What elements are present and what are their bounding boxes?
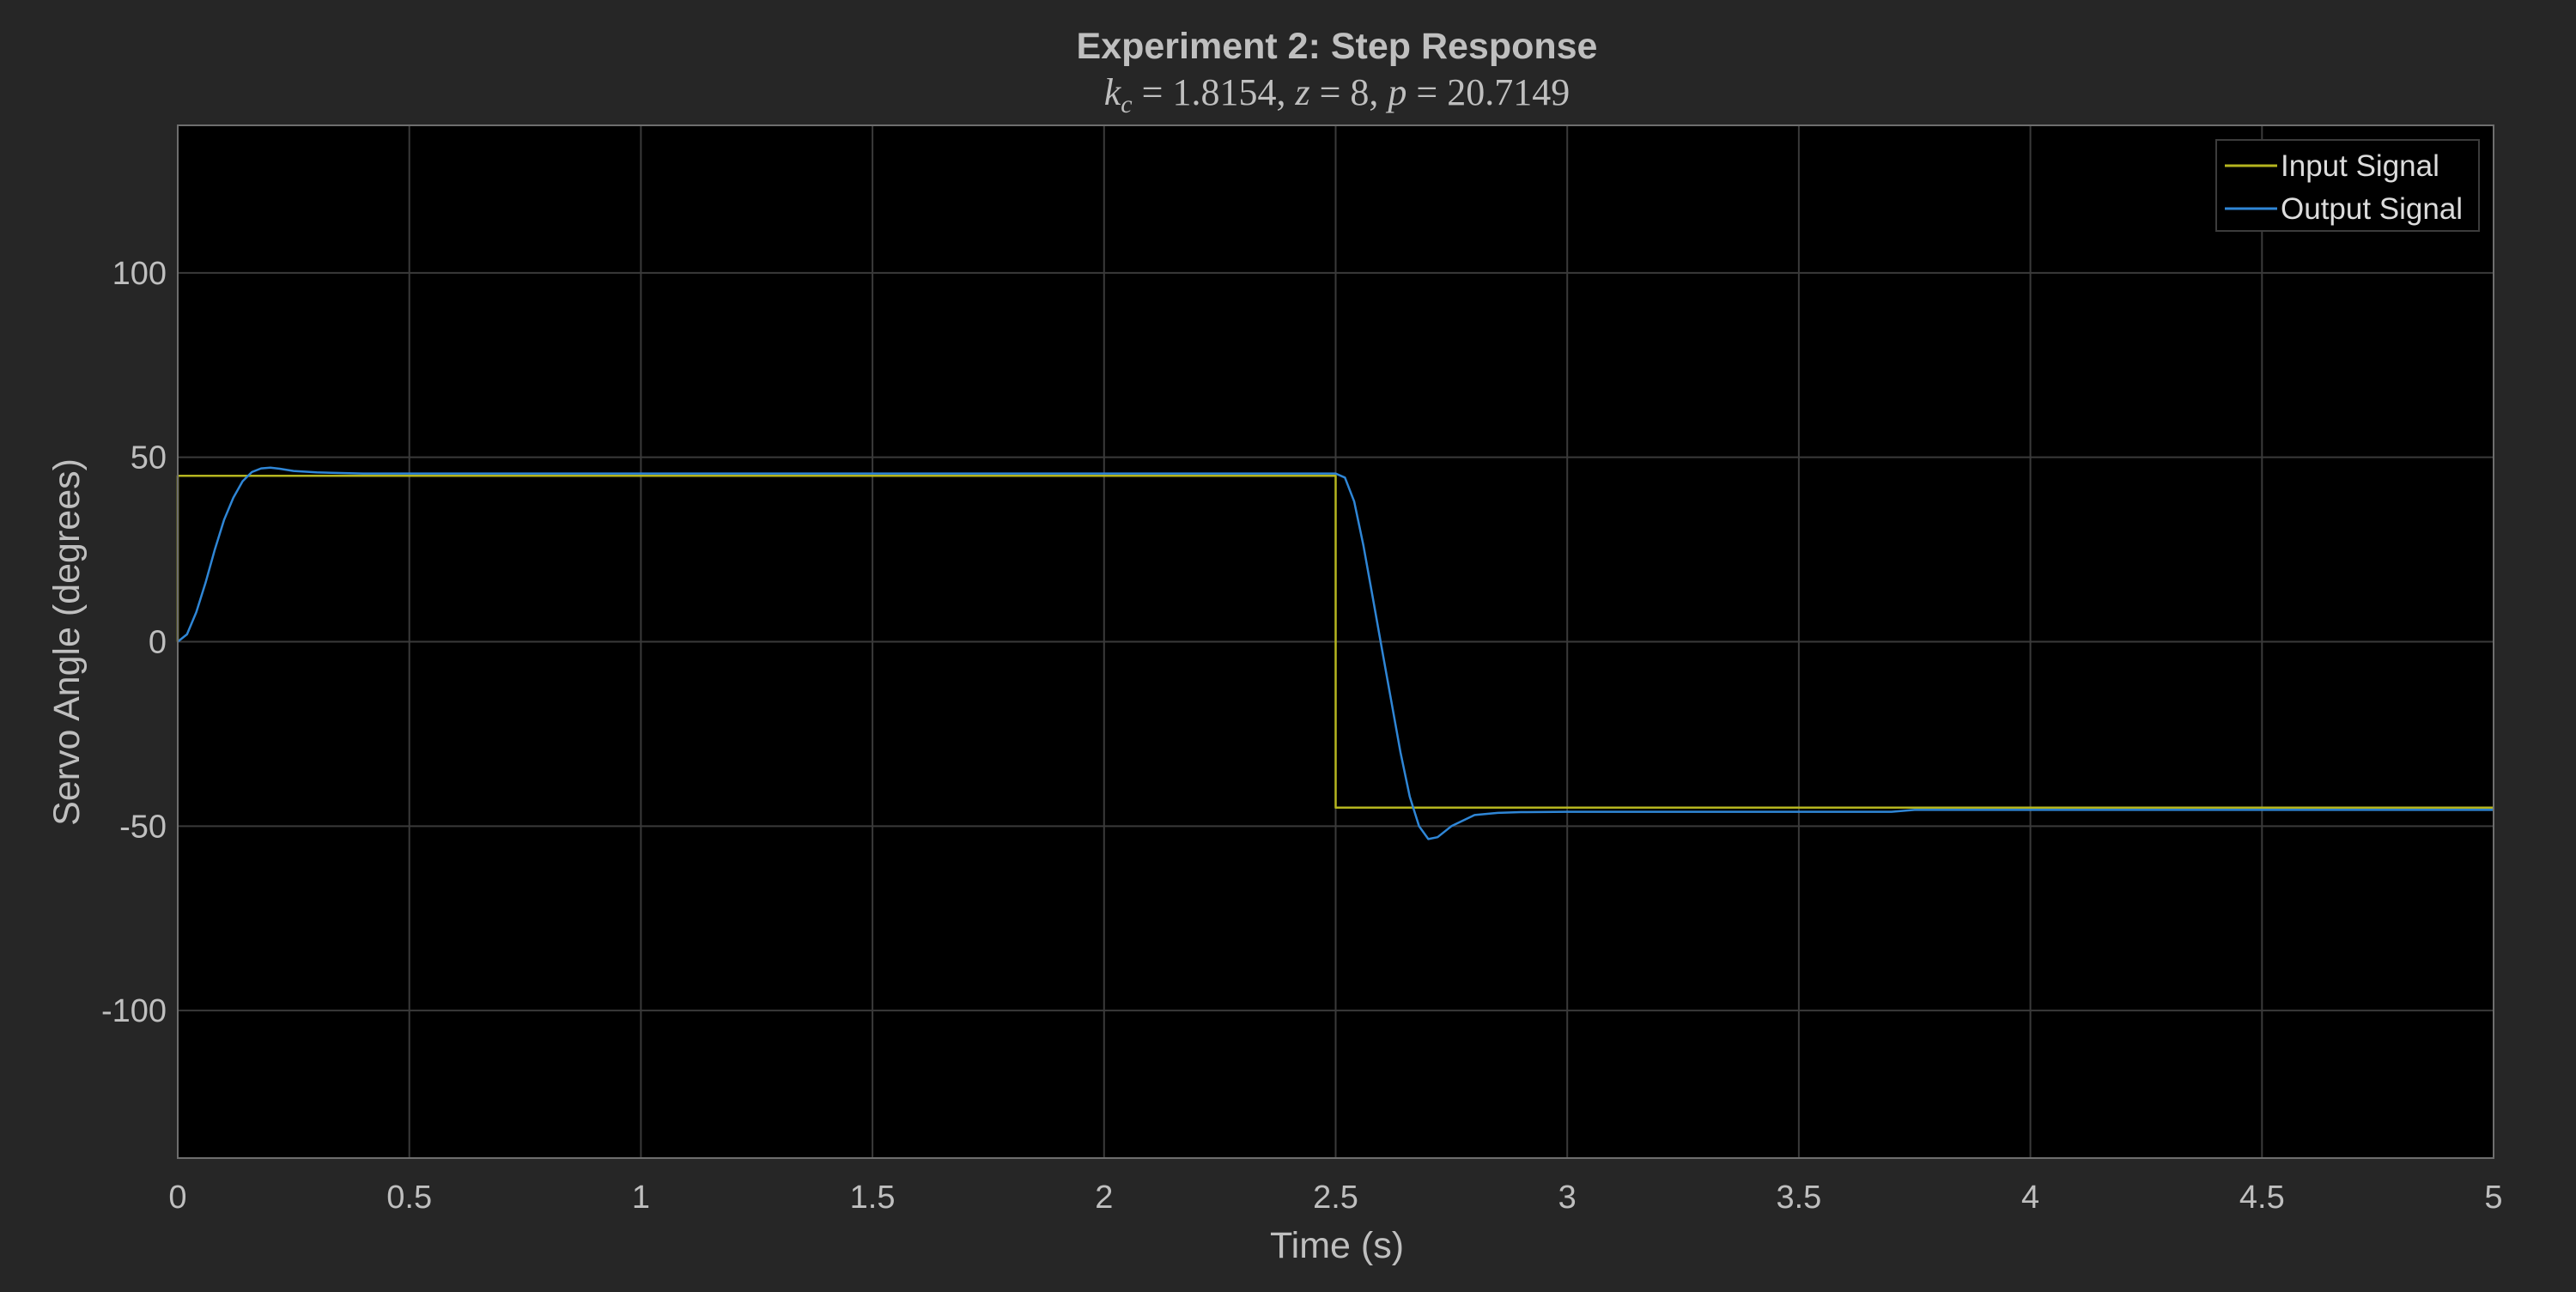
y-tick-label: 50 (131, 440, 167, 476)
x-tick-label: 3.5 (1776, 1180, 1821, 1216)
x-tick-label: 2.5 (1313, 1180, 1358, 1216)
x-tick-label: 2 (1095, 1180, 1113, 1216)
x-tick-label: 5 (2484, 1180, 2502, 1216)
series-line-output-signal (177, 466, 2494, 840)
chart-subtitle: kc = 1.8154, z = 8, p = 20.7149 (1104, 71, 1570, 118)
y-tick-label: 0 (149, 625, 167, 661)
x-tick-label: 0.5 (386, 1180, 432, 1216)
legend-label-input-signal: Input Signal (2281, 149, 2439, 183)
subtitle-equals: = (1133, 71, 1173, 113)
x-tick-label: 1 (632, 1180, 650, 1216)
chart-title: Experiment 2: Step Response (1077, 26, 1598, 67)
x-tick-label: 1.5 (850, 1180, 896, 1216)
y-tick-label: -50 (119, 809, 167, 845)
y-tick-labels: -100 -50 0 50 100 (101, 256, 167, 1029)
plot-frame (177, 124, 2494, 1159)
x-tick-label: 0 (168, 1180, 186, 1216)
x-tick-label: 4 (2021, 1180, 2039, 1216)
subtitle-z-value: = 8, (1310, 71, 1388, 113)
subtitle-kc-symbol: k (1104, 71, 1122, 113)
legend-label-output-signal: Output Signal (2281, 192, 2463, 226)
x-tick-label: 4.5 (2239, 1180, 2285, 1216)
x-tick-labels: 0 0.5 1 1.5 2 2.5 3 3.5 4 4.5 5 (168, 1180, 2502, 1216)
x-axis-label: Time (s) (1270, 1225, 1404, 1266)
legend-box (2215, 139, 2480, 232)
subtitle-params: 1.8154, (1172, 71, 1295, 113)
subtitle-p: p (1385, 71, 1406, 113)
grid (178, 125, 2494, 1158)
y-tick-label: 100 (112, 256, 167, 292)
subtitle-z: z (1294, 71, 1309, 113)
subtitle-p-value: = 20.7149 (1406, 71, 1570, 113)
legend: Input Signal Output Signal (2215, 139, 2480, 232)
x-tick-label: 3 (1558, 1180, 1577, 1216)
subtitle-kc-subscript: c (1121, 90, 1132, 118)
y-axis-label: Servo Angle (degrees) (46, 458, 88, 826)
y-tick-label: -100 (101, 993, 167, 1029)
